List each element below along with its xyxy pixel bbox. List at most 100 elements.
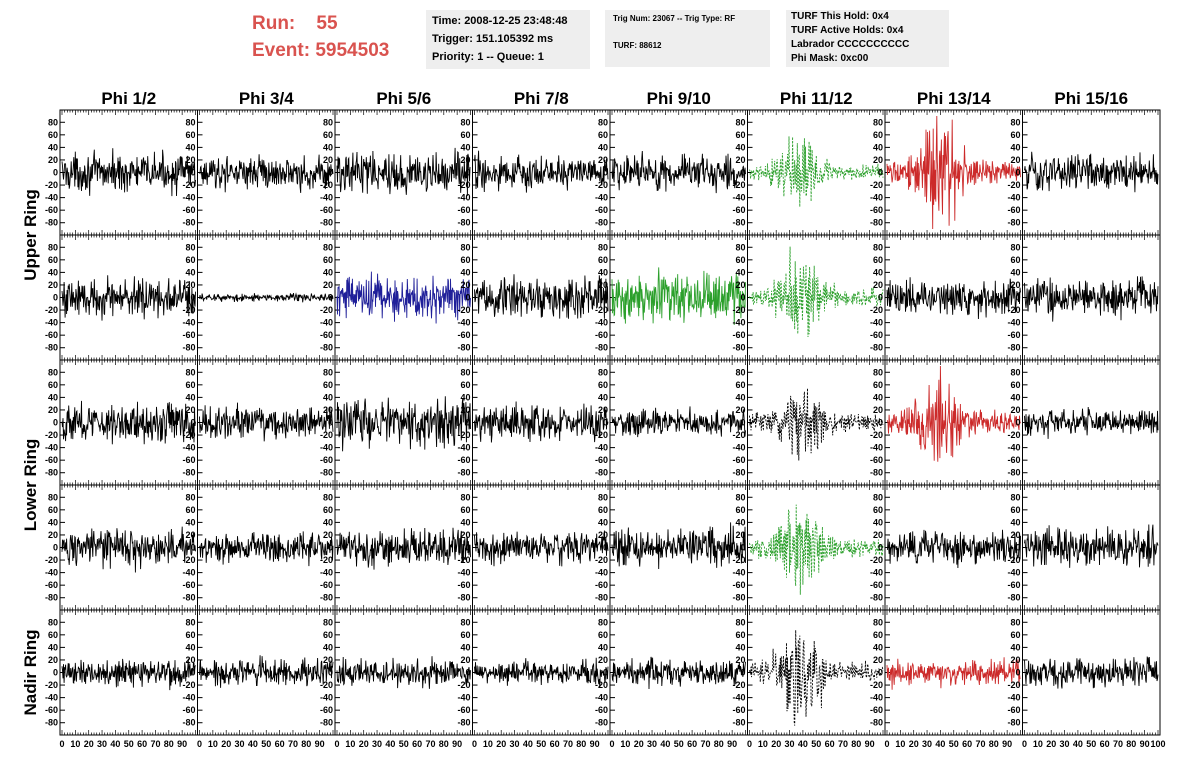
- x-tick-label-c4-30: 30: [510, 739, 520, 749]
- x-tick-label-c3-10: 10: [345, 739, 355, 749]
- y-tick-label-r4-c5-0: 0: [603, 543, 608, 553]
- waveform-r2-c5: [611, 267, 746, 326]
- y-tick-label-r4-c1--60: -60: [45, 580, 58, 590]
- y-tick-label-r2-c1--60: -60: [45, 330, 58, 340]
- y-tick-label-r3-c8--20: -20: [1007, 430, 1020, 440]
- y-tick-label-r1-c6-40: 40: [735, 142, 745, 152]
- y-tick-label-r5-c8--40: -40: [1007, 693, 1020, 703]
- y-tick-label-r5-c4-80: 80: [460, 617, 470, 627]
- x-tick-label-c1-0: 0: [59, 739, 64, 749]
- y-tick-label-r2-c3-0: 0: [328, 293, 333, 303]
- waveform-r1-c4: [474, 150, 609, 193]
- run-line: Run: 55: [252, 10, 422, 37]
- y-tick-label-r3-c6-20: 20: [735, 405, 745, 415]
- y-tick-label-r5-c1-20: 20: [48, 655, 58, 665]
- waveform-r4-c4: [474, 530, 609, 567]
- trig-num-text: Trig Num: 23067 -- Trig Type: RF: [613, 14, 736, 23]
- x-tick-label-c4-10: 10: [483, 739, 493, 749]
- y-tick-label-r2-c3-60: 60: [323, 255, 333, 265]
- y-tick-label-r4-c5-80: 80: [598, 492, 608, 502]
- x-tick-label-c1-10: 10: [70, 739, 80, 749]
- y-tick-label-r4-c5--20: -20: [595, 555, 608, 565]
- y-tick-label-r5-c1-40: 40: [48, 642, 58, 652]
- y-tick-label-r5-c1--20: -20: [45, 680, 58, 690]
- y-tick-label-r5-c4-40: 40: [460, 642, 470, 652]
- y-tick-label-r4-c3-40: 40: [323, 517, 333, 527]
- y-tick-label-r3-c5-60: 60: [598, 380, 608, 390]
- y-tick-label-r2-c3--20: -20: [320, 305, 333, 315]
- y-tick-label-r2-c4-20: 20: [460, 280, 470, 290]
- y-tick-label-r3-c6-60: 60: [735, 380, 745, 390]
- y-tick-label-r4-c8-60: 60: [1010, 505, 1020, 515]
- labrador-text: Labrador CCCCCCCCCC: [791, 39, 910, 50]
- y-tick-label-r1-c8-40: 40: [1010, 142, 1020, 152]
- y-tick-label-r5-c3-40: 40: [323, 642, 333, 652]
- x-tick-label-c6-90: 90: [865, 739, 875, 749]
- y-tick-label-r3-c3--60: -60: [320, 455, 333, 465]
- y-tick-label-r1-c3-0: 0: [328, 168, 333, 178]
- y-tick-label-r5-c4-60: 60: [460, 630, 470, 640]
- event-value: 5954503: [315, 40, 390, 61]
- column-header-4: Phi 7/8: [514, 89, 569, 108]
- y-tick-label-r2-c1--20: -20: [45, 305, 58, 315]
- y-tick-label-r1-c3-40: 40: [323, 142, 333, 152]
- y-tick-label-r2-c4--40: -40: [457, 318, 470, 328]
- y-tick-label-r4-c4--80: -80: [457, 593, 470, 603]
- y-tick-label-r3-c4--40: -40: [457, 443, 470, 453]
- y-tick-label-r1-c5-0: 0: [603, 168, 608, 178]
- y-tick-label-r5-c2-20: 20: [185, 655, 195, 665]
- time-info-box: Time: 2008-12-25 23:48:48 Trigger: 151.1…: [426, 10, 590, 69]
- y-tick-label-r3-c2-20: 20: [185, 405, 195, 415]
- column-header-2: Phi 3/4: [239, 89, 294, 108]
- waveform-r5-c2: [199, 655, 334, 688]
- y-tick-label-r1-c8--40: -40: [1007, 193, 1020, 203]
- y-tick-label-r2-c7-40: 40: [873, 267, 883, 277]
- y-tick-label-r3-c2--20: -20: [182, 430, 195, 440]
- y-tick-label-r2-c8-60: 60: [1010, 255, 1020, 265]
- x-tick-label-c2-0: 0: [197, 739, 202, 749]
- y-tick-label-r4-c5-20: 20: [598, 530, 608, 540]
- y-tick-label-r5-c8-60: 60: [1010, 630, 1020, 640]
- y-tick-label-r1-c5-60: 60: [598, 130, 608, 140]
- y-tick-label-r2-c4-0: 0: [465, 293, 470, 303]
- y-tick-label-r5-c1-0: 0: [53, 668, 58, 678]
- y-tick-label-r2-c6--20: -20: [732, 305, 745, 315]
- y-tick-label-r1-c5-40: 40: [598, 142, 608, 152]
- waveform-r3-c2: [199, 402, 334, 442]
- x-tick-label-c2-60: 60: [275, 739, 285, 749]
- y-tick-label-r1-c2--60: -60: [182, 205, 195, 215]
- x-tick-label-c7-90: 90: [1002, 739, 1012, 749]
- y-tick-label-r5-c4--60: -60: [457, 705, 470, 715]
- y-tick-label-r2-c2--20: -20: [182, 305, 195, 315]
- y-tick-label-r5-c7-80: 80: [873, 617, 883, 627]
- phi-mask-text: Phi Mask: 0xc00: [791, 53, 869, 64]
- waveform-r2-c4: [474, 274, 609, 319]
- y-tick-label-r1-c6--80: -80: [732, 218, 745, 228]
- y-tick-label-r2-c1-20: 20: [48, 280, 58, 290]
- y-tick-label-r3-c4--60: -60: [457, 455, 470, 465]
- y-tick-label-r3-c3-40: 40: [323, 392, 333, 402]
- y-tick-label-r1-c1-20: 20: [48, 155, 58, 165]
- y-tick-label-r2-c5-60: 60: [598, 255, 608, 265]
- y-tick-label-r4-c4--20: -20: [457, 555, 470, 565]
- run-value: 55: [316, 13, 338, 34]
- y-tick-label-r1-c4-60: 60: [460, 130, 470, 140]
- x-tick-label-c4-60: 60: [550, 739, 560, 749]
- x-tick-label-c8-20: 20: [1046, 739, 1056, 749]
- waveform-r4-c7: [886, 529, 1021, 569]
- y-tick-label-r5-c5--40: -40: [595, 693, 608, 703]
- x-tick-label-c8-90: 90: [1140, 739, 1150, 749]
- y-tick-label-r5-c2-0: 0: [190, 668, 195, 678]
- y-tick-label-r3-c3--80: -80: [320, 468, 333, 478]
- y-tick-label-r1-c2--20: -20: [182, 180, 195, 190]
- y-tick-label-r2-c7-20: 20: [873, 280, 883, 290]
- y-tick-label-r3-c8-80: 80: [1010, 367, 1020, 377]
- y-tick-label-r2-c8--40: -40: [1007, 318, 1020, 328]
- y-tick-label-r2-c3--40: -40: [320, 318, 333, 328]
- y-tick-label-r5-c6--20: -20: [732, 680, 745, 690]
- y-tick-label-r5-c3-20: 20: [323, 655, 333, 665]
- y-tick-label-r3-c3-80: 80: [323, 367, 333, 377]
- y-tick-label-r4-c6-40: 40: [735, 517, 745, 527]
- y-tick-label-r2-c8-80: 80: [1010, 242, 1020, 252]
- waveform-r5-c1: [61, 658, 196, 691]
